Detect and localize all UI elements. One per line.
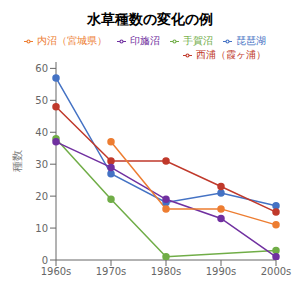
svg-text:1980s: 1980s	[151, 266, 182, 277]
html-text:印旛沼: 印旛沼	[130, 35, 160, 46]
html-text:西浦（霞ヶ浦）: 西浦（霞ヶ浦）	[196, 49, 266, 60]
svg-text:40: 40	[35, 127, 48, 138]
svg-text:1960s: 1960s	[41, 266, 72, 277]
html-text:水草種数の変化の例: 水草種数の変化の例	[87, 11, 213, 27]
svg-text:種数: 種数	[11, 150, 24, 172]
svg-text:1970s: 1970s	[96, 266, 127, 277]
svg-text:20: 20	[35, 191, 48, 202]
svg-text:60: 60	[35, 63, 48, 74]
html-text:内沼（宮城県）: 内沼（宮城県）	[37, 35, 107, 46]
html-text:手賀沼: 手賀沼	[183, 35, 213, 46]
svg-text:30: 30	[35, 159, 48, 170]
svg-text:0: 0	[42, 255, 48, 266]
html-text:琵琶湖: 琵琶湖	[236, 35, 266, 46]
svg-text:10: 10	[35, 223, 48, 234]
svg-text:2000s: 2000s	[261, 266, 292, 277]
svg-text:1990s: 1990s	[206, 266, 237, 277]
svg-text:50: 50	[35, 95, 48, 106]
